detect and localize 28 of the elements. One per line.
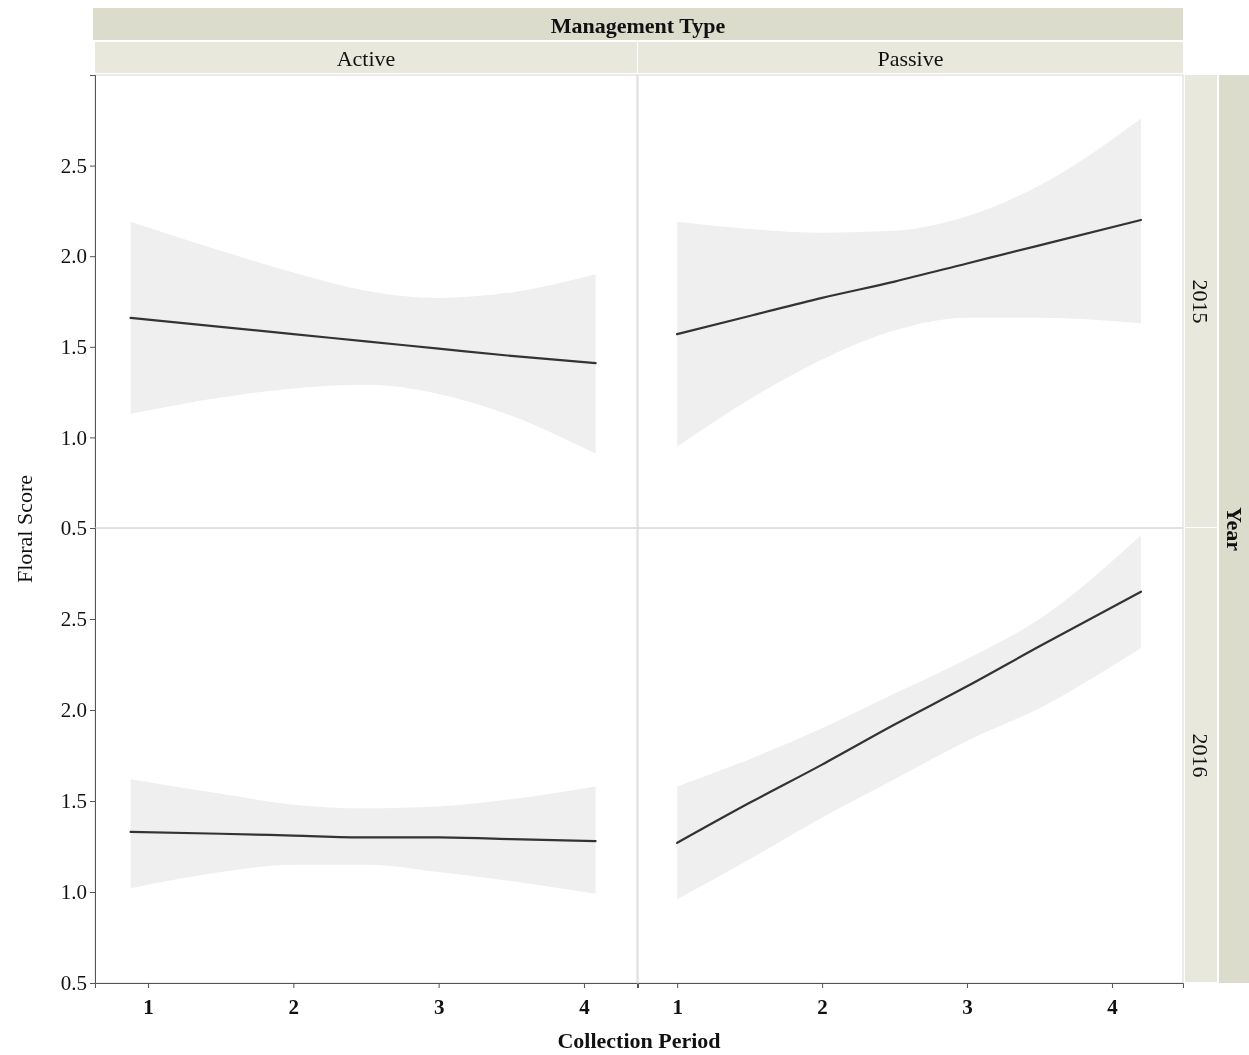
x-tick-label: 1 <box>672 995 683 1020</box>
chart-title: Passive <box>877 46 944 71</box>
text: Year <box>1222 507 1247 552</box>
chart-title: Active <box>336 46 396 71</box>
y-tick-label: 1.5 <box>60 335 87 360</box>
y-tick-label: 2.0 <box>60 244 87 269</box>
y-tick-label: 1.0 <box>60 425 87 450</box>
x-tick-label: 2 <box>288 995 300 1020</box>
text: Management Type <box>550 13 726 38</box>
y-tick-label: 0.5 <box>60 971 87 996</box>
x-tick-label: 4 <box>579 995 591 1020</box>
y-tick-label: 2.0 <box>60 698 87 723</box>
x-tick-label: 2 <box>817 995 828 1020</box>
y-tick-label: 1.0 <box>60 880 87 905</box>
y-tick-label: 0.5 <box>60 516 87 541</box>
y2-axis-title: 2016 <box>1188 733 1213 778</box>
y-axis-title: Floral Score <box>12 474 37 584</box>
line-series <box>129 316 597 365</box>
y-tick-label: 2.5 <box>60 153 87 178</box>
y-tick-label: 1.5 <box>60 789 87 814</box>
y-tick-label: 2.5 <box>60 607 87 632</box>
x-tick-label: 1 <box>143 995 154 1020</box>
line-series <box>129 830 597 843</box>
y2-axis-title: 2015 <box>1188 279 1213 324</box>
x-tick-label: 3 <box>962 995 973 1020</box>
x-axis-title: Collection Period <box>557 1028 721 1053</box>
x-tick-label: 3 <box>433 995 445 1020</box>
x-tick-label: 4 <box>1107 995 1119 1020</box>
